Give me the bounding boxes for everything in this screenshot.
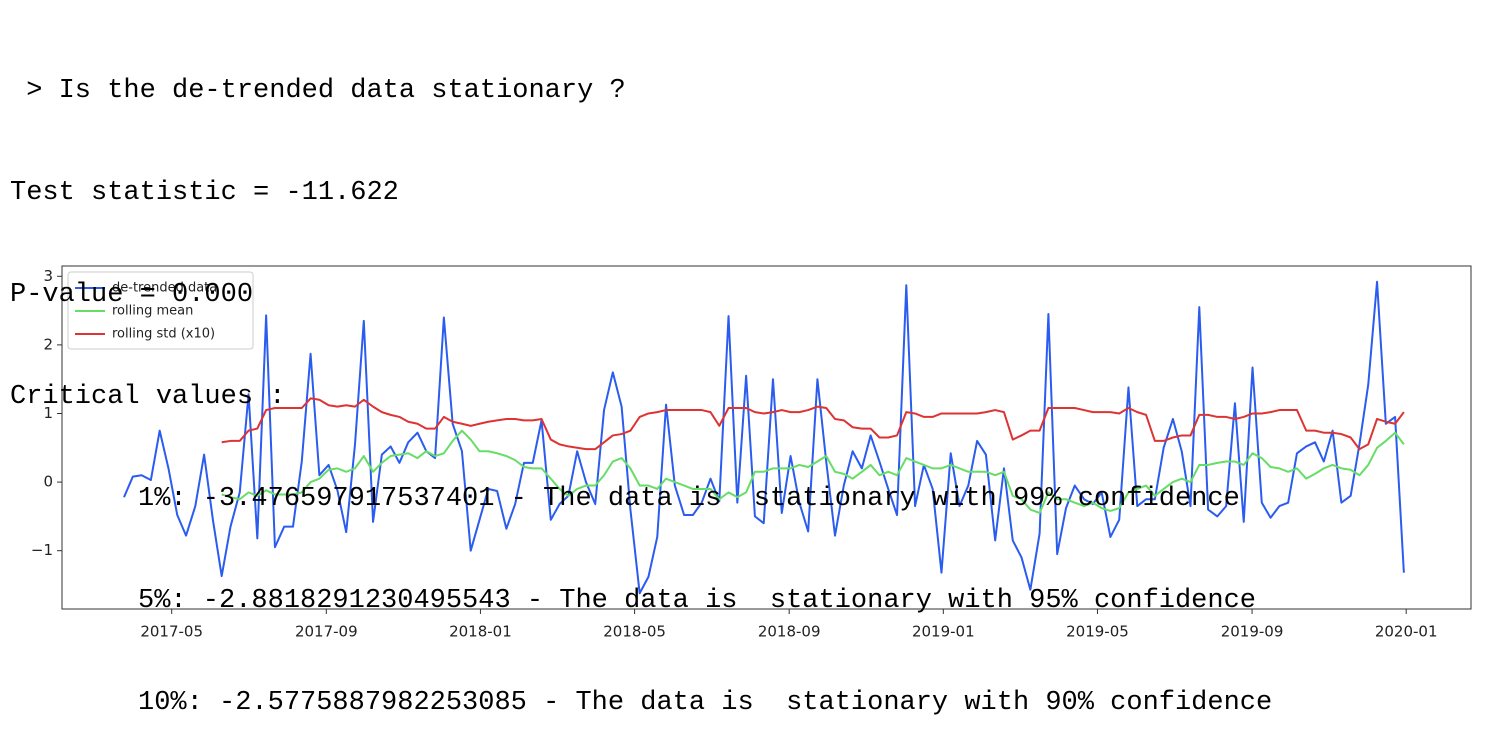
x-tick-label: 2017-05 (140, 623, 203, 641)
x-tick-label: 2019-05 (1066, 623, 1129, 641)
notebook-output: > Is the de-trended data stationary ? Te… (10, 6, 1272, 754)
y-tick-label: 3 (43, 267, 53, 285)
x-tick-label: 2020-01 (1375, 623, 1438, 641)
x-tick-label: 2019-01 (912, 623, 975, 641)
x-tick-label: 2017-09 (295, 623, 358, 641)
legend-label: rolling std (x10) (112, 327, 215, 342)
output-line: 1%: -3.476597917537401 - The data is sta… (138, 484, 1240, 514)
output-line: 5%: -2.8818291230495543 - The data is st… (138, 586, 1256, 616)
x-tick-label: 2019-09 (1221, 623, 1284, 641)
x-tick-label: 2018-01 (449, 623, 512, 641)
x-tick-label: 2018-05 (603, 623, 666, 641)
output-line: > Is the de-trended data stationary ? (10, 76, 626, 106)
output-line: P-value = 0.000 (10, 280, 254, 310)
output-line: Critical values : (10, 382, 286, 412)
x-tick-label: 2018-09 (758, 623, 821, 641)
series-line (221, 429, 1405, 514)
y-tick-label: 2 (43, 335, 53, 353)
legend: de-trended data rolling mean rolling std (… (67, 271, 254, 350)
y-tick-label: −1 (31, 541, 53, 559)
legend-label: de-trended data (112, 281, 217, 296)
series-line (123, 280, 1405, 595)
page: −1 0 1 2 3 2017-05 2017-09 2018-01 2018-05 2018-0… (10, 76, 1472, 718)
legend-label: rolling mean (112, 304, 193, 319)
y-tick-label: 1 (43, 404, 53, 422)
plot-frame (61, 265, 1472, 610)
legend-box (67, 271, 254, 350)
y-tick-label: 0 (43, 473, 53, 491)
output-line: 10%: -2.5775887982253085 - The data is s… (138, 688, 1273, 718)
series-line (221, 397, 1405, 451)
chart: −1 0 1 2 3 2017-05 2017-09 2018-01 2018-05 2018-0… (31, 265, 1472, 641)
output-line: Test statistic = -11.622 (10, 178, 399, 208)
